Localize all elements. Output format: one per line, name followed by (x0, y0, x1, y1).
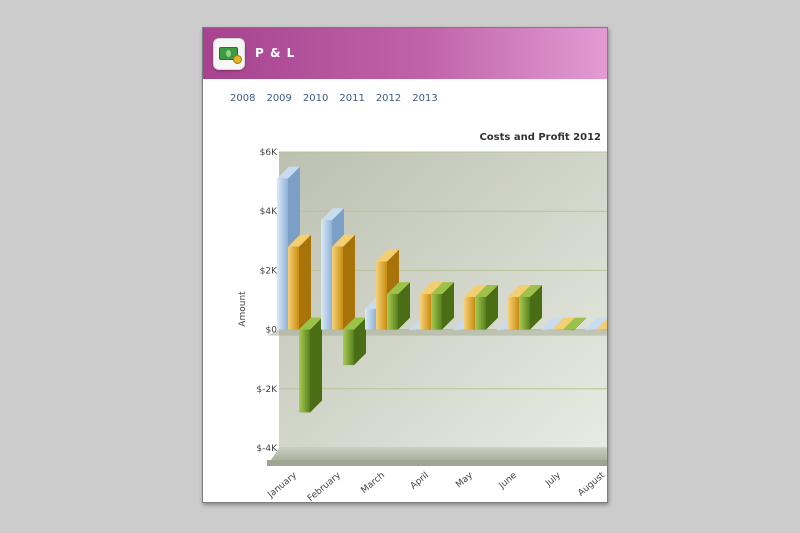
y-tick-label: $-4K (256, 444, 278, 454)
bar-top (552, 317, 575, 330)
bar-front (607, 330, 608, 331)
bar-profit-green-february[interactable] (343, 317, 366, 366)
app-header: P & L (203, 28, 607, 79)
bar-side (310, 317, 322, 413)
year-tab-2013[interactable]: 2013 (412, 93, 438, 104)
money-icon (213, 38, 245, 70)
x-tick-label: May (454, 470, 475, 490)
bar-side (607, 318, 608, 331)
bar-side (530, 285, 542, 330)
bar-top (376, 249, 399, 262)
x-tick-label: July (543, 470, 563, 489)
bar-top (607, 318, 608, 330)
bar-front (321, 220, 332, 330)
bar-top (420, 282, 443, 295)
bar-profit-green-january[interactable] (299, 317, 322, 413)
bar-front (596, 329, 607, 331)
bar-top (596, 318, 607, 330)
bar-side (354, 317, 366, 366)
bar-front (420, 294, 431, 330)
bar-profit-green-july[interactable] (563, 317, 586, 331)
bar-top (464, 285, 487, 298)
bar-front (431, 294, 442, 330)
bar-top (563, 317, 586, 330)
bar-front (376, 261, 387, 330)
x-tick-label: February (306, 470, 343, 503)
x-tick-label: January (266, 470, 300, 501)
year-tab-2009[interactable]: 2009 (266, 93, 292, 104)
bar-top (585, 317, 607, 330)
bar-top (541, 317, 564, 330)
bar-side (486, 285, 498, 330)
year-tab-2012[interactable]: 2012 (375, 93, 402, 104)
bar-side (574, 317, 586, 331)
bar-front (343, 329, 354, 366)
bar-cost-gold-february[interactable] (332, 234, 355, 330)
bar-top (475, 285, 498, 298)
app-title: P & L (255, 46, 296, 60)
bar-profit-green-august[interactable] (607, 318, 608, 331)
bar-top (277, 166, 300, 179)
y-tick-label: $-2K (256, 385, 278, 395)
bar-top (508, 285, 531, 298)
bar-side (299, 234, 311, 330)
bar-front (585, 329, 596, 331)
pnl-window: P & L 2008 2009 2010 2011 2012 2013 (202, 27, 608, 503)
bar-front (453, 329, 464, 331)
bar-side (442, 282, 454, 330)
x-tick-label: March (359, 471, 386, 496)
y-tick-label: $2K (260, 266, 278, 276)
bar-top (431, 282, 454, 295)
bar-top (332, 234, 355, 247)
x-tick-label: April (409, 471, 431, 492)
bar-front (563, 329, 574, 331)
bar-top (387, 282, 410, 295)
bar-front (464, 297, 475, 330)
bar-front (475, 297, 486, 330)
y-tick-label: $0 (266, 326, 278, 336)
floor-edge (267, 460, 607, 466)
y-tick-label: $4K (260, 207, 278, 217)
bar-front (299, 329, 310, 413)
bar-top (288, 234, 311, 247)
year-tab-2011[interactable]: 2011 (339, 93, 365, 104)
x-tick-label: June (497, 470, 520, 491)
bar-front (387, 294, 398, 330)
bar-top (519, 285, 542, 298)
bar-side (343, 234, 355, 330)
y-tick-label: $6K (260, 148, 278, 158)
bar-profit-green-may[interactable] (475, 285, 498, 330)
bar-top (343, 317, 366, 330)
year-tabs: 2008 2009 2010 2011 2012 2013 (230, 93, 449, 104)
bar-front (508, 297, 519, 330)
x-tick-label: August (576, 470, 607, 498)
bar-profit-green-april[interactable] (431, 282, 454, 330)
bar-profit-green-june[interactable] (519, 285, 542, 330)
bar-front (519, 297, 530, 330)
bar-front (277, 178, 288, 330)
year-tab-2010[interactable]: 2010 (302, 93, 329, 104)
bar-top (299, 317, 322, 330)
bar-front (365, 308, 376, 330)
chart-title: Costs and Profit 2012 (479, 132, 601, 143)
year-tab-2008[interactable]: 2008 (230, 93, 256, 104)
bar-front (541, 329, 552, 331)
bar-front (288, 246, 299, 330)
bar-front (497, 329, 508, 331)
bar-cost-gold-august[interactable] (596, 318, 608, 331)
y-axis-label: Amount (238, 291, 248, 327)
bar-front (409, 329, 420, 331)
bar-cost-gold-january[interactable] (288, 234, 311, 330)
bar-front (552, 329, 563, 331)
bar-side (398, 282, 410, 330)
bar-front (332, 246, 343, 330)
bar-profit-green-march[interactable] (387, 282, 410, 330)
costs-profit-chart: $6K $4K $2K $0 $-2K $-4K January February March A… (238, 132, 608, 503)
bar-top (321, 208, 344, 221)
